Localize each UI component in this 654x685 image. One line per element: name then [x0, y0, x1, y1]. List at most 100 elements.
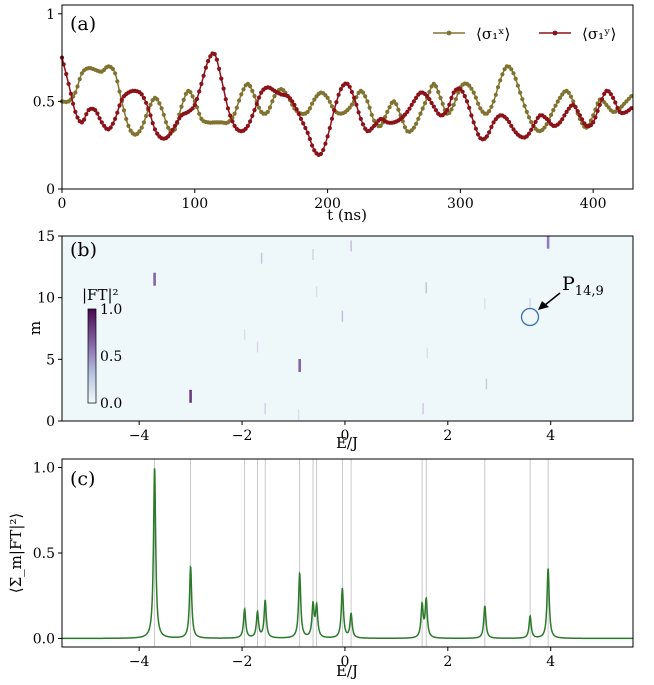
series-point-1	[250, 113, 255, 118]
series-point-0	[126, 123, 131, 128]
heatmap-feature	[297, 409, 300, 421]
series-point-0	[197, 111, 202, 116]
series-point-1	[75, 115, 80, 120]
heatmap-feature	[312, 249, 314, 260]
heatmap-feature	[315, 286, 318, 297]
series-point-1	[469, 113, 474, 118]
series-point-1	[629, 106, 634, 111]
series-point-0	[137, 129, 142, 134]
series-point-0	[181, 97, 186, 102]
series-point-1	[115, 110, 120, 115]
series-point-0	[478, 106, 483, 111]
series-point-1	[449, 95, 454, 100]
series-point-1	[139, 92, 144, 97]
legend-sy-label: ⟨σ₁ʸ⟩	[582, 25, 616, 43]
p14-9-arrow-head	[538, 301, 549, 310]
series-point-1	[593, 115, 598, 120]
series-point-0	[365, 99, 370, 104]
series-point-1	[170, 127, 175, 132]
series-point-0	[256, 105, 262, 110]
series-point-1	[526, 131, 532, 136]
series-point-1	[615, 105, 620, 111]
series-point-1	[507, 119, 512, 125]
y-tick-label: 10	[37, 291, 55, 307]
heatmap-feature	[485, 378, 488, 390]
x-tick-label: 0	[58, 196, 67, 212]
series-point-1	[245, 123, 250, 128]
series-point-0	[110, 66, 115, 72]
series-point-0	[188, 90, 193, 95]
series-point-0	[526, 115, 532, 120]
panel-b-label: (b)	[70, 239, 97, 261]
series-point-0	[476, 101, 481, 106]
spectrum-line	[62, 468, 633, 640]
series-point-0	[139, 125, 144, 130]
series-point-1	[119, 97, 124, 102]
series-point-1	[148, 113, 153, 118]
series-markers-0	[59, 64, 634, 137]
series-point-1	[152, 127, 158, 132]
series-point-1	[214, 57, 219, 62]
series-point-0	[115, 79, 120, 84]
series-point-0	[469, 86, 474, 91]
series-point-1	[294, 107, 299, 112]
series-point-1	[225, 106, 231, 111]
p14-9-label: P14,9	[562, 273, 604, 299]
series-point-0	[542, 125, 547, 130]
series-point-1	[345, 81, 350, 86]
series-point-1	[64, 71, 69, 77]
series-point-1	[511, 127, 516, 132]
series-point-0	[141, 120, 146, 125]
series-point-1	[575, 109, 580, 114]
series-point-0	[568, 94, 574, 99]
series-point-1	[467, 105, 472, 110]
series-point-1	[431, 104, 436, 109]
panel-b-heatmap: (b) −4 −2 0 2 4 0 5 10 15 E/J m |FT|² 1.0 0.5 0…	[26, 229, 634, 452]
series-point-0	[183, 91, 188, 96]
series-point-0	[369, 112, 374, 117]
series-point-1	[533, 119, 538, 124]
x-tick-label: 0	[340, 654, 349, 670]
x-tick-label: 400	[580, 196, 607, 212]
panel-a-legend: ⟨σ₁ˣ⟩ ⟨σ₁ʸ⟩	[433, 25, 616, 43]
series-point-1	[192, 102, 197, 107]
series-point-1	[175, 120, 180, 125]
series-point-1	[290, 99, 295, 104]
series-point-0	[265, 109, 270, 114]
legend-sy-marker	[552, 30, 558, 36]
heatmap-feature	[546, 235, 550, 249]
series-point-0	[509, 67, 514, 72]
series-point-0	[557, 95, 563, 100]
series-point-1	[325, 134, 330, 139]
colorbar-gradient	[87, 308, 97, 404]
p14-9-arrow-shaft	[544, 292, 561, 306]
series-point-0	[553, 103, 558, 108]
series-point-1	[292, 102, 297, 107]
series-point-0	[307, 106, 312, 111]
series-point-0	[144, 113, 149, 119]
panel-a-frame	[61, 4, 634, 190]
series-point-1	[433, 108, 439, 113]
y-tick-label: 15	[37, 229, 55, 245]
series-point-0	[367, 105, 372, 110]
series-point-1	[203, 65, 208, 70]
series-point-1	[407, 106, 412, 111]
series-point-0	[522, 103, 527, 108]
series-point-1	[349, 89, 354, 95]
panel-b-x-ticks: −4 −2 0 2 4	[129, 421, 555, 444]
series-point-0	[250, 88, 255, 93]
series-point-0	[75, 84, 80, 89]
series-point-1	[206, 59, 211, 64]
series-point-0	[471, 90, 476, 95]
series-point-1	[489, 124, 494, 130]
series-point-0	[121, 108, 127, 113]
series-point-0	[190, 94, 195, 99]
series-point-0	[349, 102, 354, 107]
series-point-1	[557, 120, 563, 125]
series-point-1	[95, 111, 100, 116]
series-point-0	[363, 94, 368, 99]
series-point-0	[495, 85, 501, 90]
series-point-1	[66, 81, 71, 86]
series-point-1	[296, 111, 301, 117]
series-point-1	[573, 105, 578, 110]
